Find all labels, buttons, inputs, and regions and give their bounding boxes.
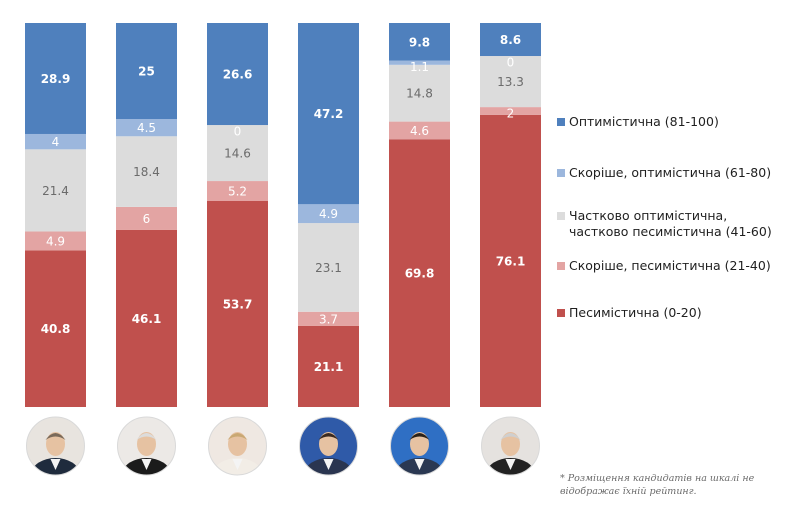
segment-labels-layer: 40.8 4.9 21.4 4 28.9 46.1 6 18.4 4.5 25 53.7 5.2 14.… xyxy=(41,33,526,374)
data-label-тимошенко-3: 0 xyxy=(234,125,242,139)
bar-segment-смешко-0 xyxy=(116,229,177,407)
bar-segment-порошенко-2 xyxy=(25,149,86,232)
data-label-смешко-3: 4.5 xyxy=(137,121,156,135)
legend-label-0: Оптимістична (81-100) xyxy=(569,114,719,129)
data-label-зеленський-2: 23.1 xyxy=(315,261,342,275)
legend-item-1: Скоріше, оптимістична (61-80) xyxy=(557,165,771,180)
bar-segment-порошенко-4 xyxy=(25,23,86,134)
candidate-photos-layer xyxy=(26,416,540,476)
bars-layer xyxy=(25,23,541,408)
bar-segment-тимошенко-4 xyxy=(207,23,268,126)
data-label-медведчук-2: 13.3 xyxy=(497,75,524,89)
bar-segment-медведчук-0 xyxy=(480,114,541,407)
bar-segment-тимошенко-2 xyxy=(207,125,268,182)
data-label-зеленський-3: 4.9 xyxy=(319,207,338,221)
legend-label-2-line-0: Частково оптимістична, xyxy=(569,208,727,223)
legend-item-3: Скоріше, песимістична (21-40) xyxy=(557,258,771,273)
legend: Оптимістична (81-100) Скоріше, оптимістич… xyxy=(557,114,772,320)
bar-segment-зеленський-2 xyxy=(298,223,359,312)
bar-segment-смешко-3 xyxy=(116,119,177,137)
bar-segment-зеленський-3 xyxy=(298,204,359,224)
data-label-порошенко-0: 40.8 xyxy=(41,322,71,336)
legend-swatch-2 xyxy=(557,212,565,220)
data-label-порошенко-2: 21.4 xyxy=(42,184,69,198)
data-label-бойко-1: 4.6 xyxy=(410,124,429,138)
bar-segment-бойко-3 xyxy=(389,60,450,65)
data-label-тимошенко-2: 14.6 xyxy=(224,147,251,161)
bar-segment-смешко-4 xyxy=(116,23,177,119)
legend-swatch-4 xyxy=(557,309,565,317)
data-label-тимошенко-0: 53.7 xyxy=(223,298,253,312)
legend-label-4: Песимістична (0-20) xyxy=(569,305,702,320)
footnote: * Розміщення кандидатів на шкалі не відоб… xyxy=(560,473,755,497)
bar-segment-медведчук-4 xyxy=(480,23,541,57)
legend-swatch-3 xyxy=(557,262,565,270)
data-label-тимошенко-4: 26.6 xyxy=(223,68,253,82)
data-label-медведчук-4: 8.6 xyxy=(500,33,521,47)
data-label-зеленський-0: 21.1 xyxy=(314,360,344,374)
bar-segment-медведчук-1 xyxy=(480,107,541,115)
data-label-смешко-2: 18.4 xyxy=(133,165,160,179)
data-label-бойко-3: 1.1 xyxy=(410,60,429,74)
data-label-смешко-1: 6 xyxy=(143,212,151,226)
footnote-line-1: відображає їхній рейтинг. xyxy=(560,486,697,497)
candidate-photo-бойко xyxy=(390,416,449,476)
candidate-photo-зеленський xyxy=(299,416,358,476)
legend-item-4: Песимістична (0-20) xyxy=(557,305,702,320)
bar-segment-зеленський-1 xyxy=(298,311,359,326)
data-label-медведчук-3: 0 xyxy=(507,56,515,70)
data-label-бойко-0: 69.8 xyxy=(405,267,435,281)
bar-segment-бойко-2 xyxy=(389,64,450,122)
bar-segment-смешко-2 xyxy=(116,136,177,207)
bar-segment-бойко-0 xyxy=(389,139,450,408)
data-label-зеленський-1: 3.7 xyxy=(319,312,338,326)
bar-segment-порошенко-0 xyxy=(25,250,86,407)
data-label-бойко-2: 14.8 xyxy=(406,87,433,101)
footnote-line-0: * Розміщення кандидатів на шкалі не xyxy=(560,473,755,484)
bar-segment-порошенко-1 xyxy=(25,231,86,251)
bar-segment-медведчук-2 xyxy=(480,56,541,108)
candidate-photo-порошенко xyxy=(26,416,85,476)
legend-label-1: Скоріше, оптимістична (61-80) xyxy=(569,165,771,180)
legend-swatch-1 xyxy=(557,169,565,177)
legend-label-3: Скоріше, песимістична (21-40) xyxy=(569,258,771,273)
bar-segment-порошенко-3 xyxy=(25,133,86,150)
legend-item-2: Частково оптимістична,частково песимісти… xyxy=(557,208,772,239)
legend-swatch-0 xyxy=(557,118,565,126)
bar-segment-бойко-4 xyxy=(389,23,450,61)
legend-label-2-line-1: частково песимістична (41-60) xyxy=(569,224,772,239)
candidate-photo-медведчук xyxy=(481,416,540,476)
bar-segment-бойко-1 xyxy=(389,121,450,140)
bar-segment-смешко-1 xyxy=(116,206,177,230)
data-label-медведчук-1: 2 xyxy=(507,107,515,121)
data-label-зеленський-4: 47.2 xyxy=(314,107,344,121)
data-label-порошенко-4: 28.9 xyxy=(41,72,71,86)
data-label-порошенко-3: 4 xyxy=(52,135,60,149)
bar-segment-тимошенко-0 xyxy=(207,201,268,407)
bar-segment-зеленський-0 xyxy=(298,325,359,407)
bar-segment-зеленський-4 xyxy=(298,23,359,205)
data-label-бойко-4: 9.8 xyxy=(409,35,430,49)
data-label-смешко-0: 46.1 xyxy=(132,312,162,326)
candidate-photo-тимошенко xyxy=(208,416,267,476)
legend-item-0: Оптимістична (81-100) xyxy=(557,114,719,129)
candidate-photo-смешко xyxy=(117,416,176,476)
data-label-тимошенко-1: 5.2 xyxy=(228,185,247,199)
data-label-медведчук-0: 76.1 xyxy=(496,254,526,268)
data-label-порошенко-1: 4.9 xyxy=(46,234,65,248)
bar-segment-тимошенко-1 xyxy=(207,181,268,201)
data-label-смешко-4: 25 xyxy=(138,65,155,79)
